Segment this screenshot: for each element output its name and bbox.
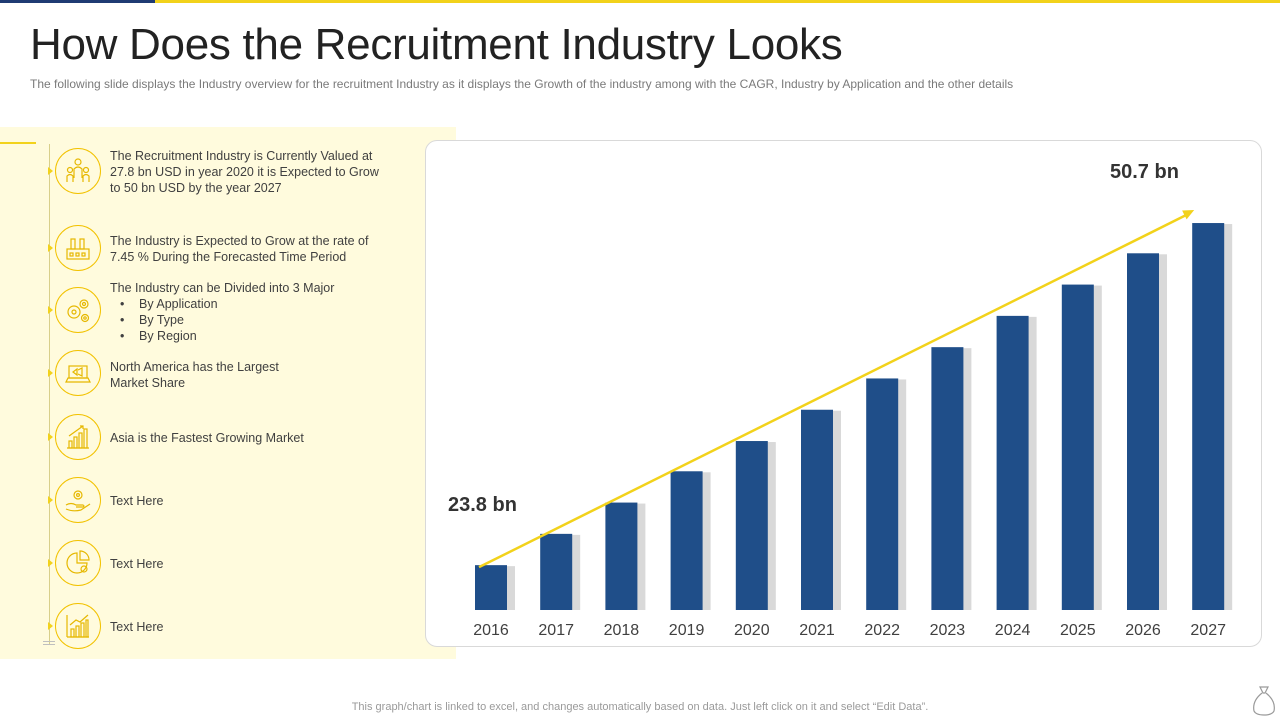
- bar: [475, 565, 507, 610]
- bar: [1061, 284, 1094, 610]
- bullet-list: By Application By Type By Region: [110, 296, 410, 344]
- gears-icon: [55, 287, 101, 333]
- bar: [605, 502, 638, 610]
- bar: [996, 315, 1029, 610]
- bar: [540, 533, 573, 610]
- pie-gear-icon: [55, 540, 101, 586]
- item-line: Asia is the Fastest Growing Market: [110, 431, 304, 445]
- bar: [801, 409, 833, 610]
- timeline-arrow: [48, 167, 53, 175]
- timeline-arrow: [48, 244, 53, 252]
- x-tick-label: 2021: [799, 622, 835, 639]
- rising-chart-icon: [55, 603, 101, 649]
- x-tick-label: 2018: [604, 622, 640, 639]
- list-item: Asia is the Fastest Growing Market: [110, 430, 410, 446]
- bar: [735, 441, 768, 610]
- timeline-arrow: [48, 622, 53, 630]
- x-tick-label: 2020: [734, 622, 770, 639]
- timeline-line: [49, 144, 50, 644]
- item-line: Market Share: [110, 376, 186, 390]
- timeline-arrow: [48, 369, 53, 377]
- item-line: 27.8 bn USD in year 2020 it is Expected …: [110, 165, 379, 179]
- top-accent-bar-yellow: [155, 0, 1280, 3]
- top-accent-bar-navy: [0, 0, 155, 3]
- factory-icon: [55, 225, 101, 271]
- timeline-arrow: [48, 559, 53, 567]
- list-item: The Industry is Expected to Grow at the …: [110, 233, 410, 265]
- timeline-arrow: [48, 496, 53, 504]
- bullet-item: By Application: [120, 296, 410, 312]
- trend-arrow-head: [1182, 210, 1195, 220]
- item-line: North America has the Largest: [110, 360, 279, 374]
- bullet-item: By Type: [120, 312, 410, 328]
- page-title: How Does the Recruitment Industry Looks: [30, 20, 843, 69]
- list-item: North America has the Largest Market Sha…: [110, 359, 410, 391]
- bar: [670, 471, 703, 610]
- end-value-label: 50.7 bn: [1110, 161, 1179, 183]
- item-line: The Recruitment Industry is Currently Va…: [110, 149, 373, 163]
- list-item: Text Here: [110, 493, 410, 509]
- bullet-item: By Region: [120, 328, 410, 344]
- footnote: This graph/chart is linked to excel, and…: [351, 701, 929, 713]
- people-icon: [55, 148, 101, 194]
- x-tick-label: 2022: [864, 622, 900, 639]
- bar: [1192, 223, 1225, 610]
- panel-accent-line: [0, 142, 36, 144]
- bar: [866, 378, 899, 610]
- timeline-arrow: [48, 433, 53, 441]
- x-tick-label: 2017: [538, 622, 574, 639]
- item-line: 7.45 % During the Forecasted Time Period: [110, 250, 347, 264]
- x-tick-label: 2024: [995, 622, 1031, 639]
- bar: [1127, 253, 1159, 610]
- page-subtitle: The following slide displays the Industr…: [30, 77, 1014, 91]
- growth-bars-icon: [55, 414, 101, 460]
- start-value-label: 23.8 bn: [448, 494, 517, 516]
- hand-gear-icon: [55, 477, 101, 523]
- x-tick-label: 2016: [473, 622, 509, 639]
- timeline-arrow: [48, 306, 53, 314]
- list-item: The Industry can be Divided into 3 Major…: [110, 280, 410, 344]
- x-tick-label: 2027: [1190, 622, 1226, 639]
- laptop-megaphone-icon: [55, 350, 101, 396]
- bar: [931, 347, 964, 610]
- list-item: Text Here: [110, 556, 410, 572]
- item-line: to 50 bn USD by the year 2027: [110, 181, 282, 195]
- item-line: The Industry is Expected to Grow at the …: [110, 234, 369, 248]
- x-tick-label: 2025: [1060, 622, 1096, 639]
- timeline-foot: [43, 641, 55, 642]
- trend-arrow-line: [478, 212, 1189, 569]
- x-tick-label: 2019: [669, 622, 705, 639]
- item-line: Text Here: [110, 557, 164, 571]
- money-bag-icon: [1253, 686, 1275, 716]
- item-line: Text Here: [110, 620, 164, 634]
- item-line: The Industry can be Divided into 3 Major: [110, 281, 335, 295]
- timeline-foot: [43, 644, 55, 645]
- x-tick-label: 2023: [930, 622, 966, 639]
- list-item: The Recruitment Industry is Currently Va…: [110, 148, 410, 196]
- item-line: Text Here: [110, 494, 164, 508]
- x-tick-label: 2026: [1125, 622, 1161, 639]
- list-item: Text Here: [110, 619, 410, 635]
